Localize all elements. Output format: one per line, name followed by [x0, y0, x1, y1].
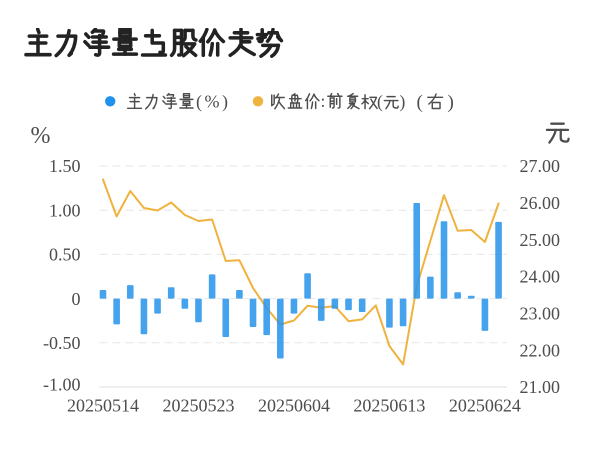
svg-text:22.00: 22.00	[520, 340, 561, 360]
svg-text:20250604: 20250604	[258, 396, 330, 416]
svg-text:(: (	[417, 92, 423, 113]
svg-text:20250514: 20250514	[67, 396, 139, 416]
svg-text:1.50: 1.50	[49, 156, 81, 176]
svg-text:(: (	[377, 92, 383, 112]
svg-text:-1.00: -1.00	[43, 375, 81, 395]
svg-text:0.50: 0.50	[49, 245, 81, 265]
svg-text:23.00: 23.00	[520, 304, 561, 324]
svg-text:%: %	[31, 123, 51, 149]
svg-text:-0.50: -0.50	[43, 333, 81, 353]
svg-text:(%): (%)	[196, 92, 230, 113]
svg-text:25.00: 25.00	[520, 230, 561, 250]
svg-text:26.00: 26.00	[520, 193, 561, 213]
svg-text:20250523: 20250523	[163, 396, 235, 416]
svg-text:1.00: 1.00	[49, 200, 81, 220]
svg-text:24.00: 24.00	[520, 267, 561, 287]
svg-text:27.00: 27.00	[520, 156, 561, 176]
svg-text:0: 0	[72, 289, 81, 309]
svg-text:20250613: 20250613	[353, 396, 425, 416]
svg-text:): )	[400, 92, 406, 112]
svg-text:): )	[448, 92, 454, 113]
svg-text::: :	[321, 91, 326, 111]
svg-text:21.00: 21.00	[520, 377, 561, 397]
svg-text:20250624: 20250624	[449, 396, 521, 416]
